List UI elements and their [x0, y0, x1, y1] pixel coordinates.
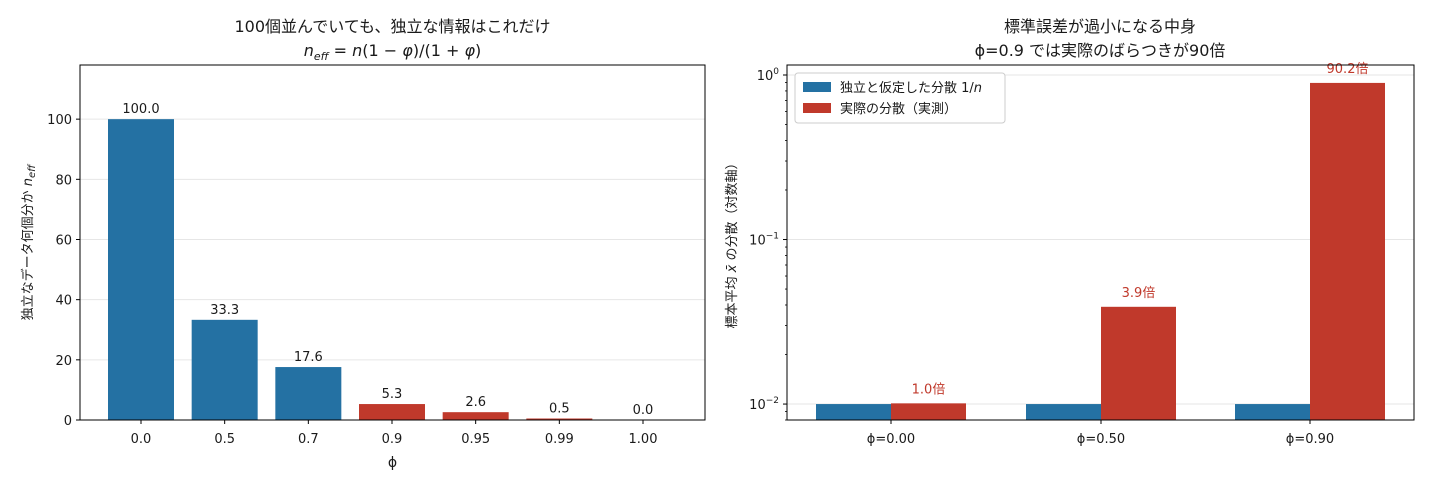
- bar-series2-ϕ=0.50: [1101, 306, 1176, 420]
- bar-series1-ϕ=0.90: [1235, 404, 1310, 420]
- bar-0.5: [191, 319, 258, 420]
- x-tick-label: 0.99: [545, 432, 574, 447]
- bar-value-label: 0.5: [549, 401, 570, 416]
- plot-frame: [786, 64, 1415, 421]
- y-tick-label: 10−1: [749, 232, 779, 249]
- legend-swatch: [803, 82, 831, 92]
- x-tick-label: 0.95: [461, 432, 490, 447]
- chart-subtitle: neff = n(1 − φ)/(1 + φ): [304, 41, 482, 63]
- x-tick-label: 0.5: [214, 432, 235, 447]
- y-tick-label: 60: [55, 233, 72, 248]
- x-tick-label: ϕ=0.00: [867, 432, 915, 447]
- bar-0.9: [359, 404, 425, 420]
- bar-value-label: 5.3: [382, 387, 403, 402]
- x-tick-label: 0.7: [298, 432, 319, 447]
- bar-series1-ϕ=0.50: [1026, 404, 1101, 420]
- y-tick-label: 20: [55, 354, 72, 369]
- variance-chart: 1.0倍 ϕ=0.00 3.9倍 ϕ=0.50 90.2倍 ϕ=0.90 10−2 10−1 1…: [725, 17, 1415, 447]
- chart-subtitle: ϕ=0.9 では実際のばらつきが90倍: [975, 41, 1226, 60]
- legend: 独立と仮定した分散 1/n 実際の分散（実測）: [794, 72, 1006, 124]
- bar-0.7: [275, 367, 342, 420]
- ratio-label: 3.9倍: [1122, 286, 1156, 301]
- y-tick-label: 10−2: [749, 396, 779, 413]
- y-tick-label: 0: [64, 414, 72, 429]
- y-axis-label: 独立なデータ何個分か neff: [20, 163, 38, 321]
- y-tick-label: 40: [55, 294, 72, 309]
- y-tick-label: 100: [47, 113, 72, 128]
- bar-value-label: 100.0: [122, 102, 159, 117]
- bar-0.0: [108, 119, 174, 421]
- x-tick-label: 0.9: [382, 432, 403, 447]
- ratio-label: 90.2倍: [1327, 62, 1369, 77]
- x-tick-label: 0.0: [131, 432, 152, 447]
- chart-title: 100個並んでいても、独立な情報はこれだけ: [235, 17, 551, 36]
- bar-0.99: [526, 418, 593, 420]
- x-tick-label: ϕ=0.50: [1077, 432, 1125, 447]
- plot-frame: [79, 64, 706, 421]
- y-tick-label: 80: [55, 173, 72, 188]
- x-axis-label: ϕ: [388, 455, 397, 471]
- bar-value-label: 2.6: [465, 395, 486, 410]
- x-tick-label: 1.00: [629, 432, 658, 447]
- bar-series2-ϕ=0.90: [1310, 82, 1385, 421]
- bar-value-label: 17.6: [294, 350, 323, 365]
- legend-label: 実際の分散（実測）: [840, 101, 957, 117]
- bar-series2-ϕ=0.00: [891, 403, 966, 420]
- ratio-label: 1.0倍: [912, 382, 946, 397]
- legend-label: 独立と仮定した分散 1/n: [840, 81, 982, 96]
- x-tick-label: ϕ=0.90: [1286, 432, 1334, 447]
- y-axis-label: 標本平均 x̄ の分散（対数軸）: [725, 157, 740, 329]
- bar-series1-ϕ=0.00: [816, 404, 891, 420]
- neff-chart: 100.0 0.0 33.3 0.5 17.6 0.7 5.3 0.9 2.6 0.95 0.5 0.…: [20, 17, 706, 471]
- legend-swatch: [803, 103, 831, 113]
- bar-0.95: [442, 412, 509, 420]
- y-tick-label: 100: [757, 67, 780, 84]
- bar-value-label: 33.3: [210, 303, 239, 318]
- bar-value-label: 0.0: [633, 403, 654, 418]
- chart-title: 標準誤差が過小になる中身: [1004, 17, 1196, 36]
- legend-box: [794, 72, 1006, 124]
